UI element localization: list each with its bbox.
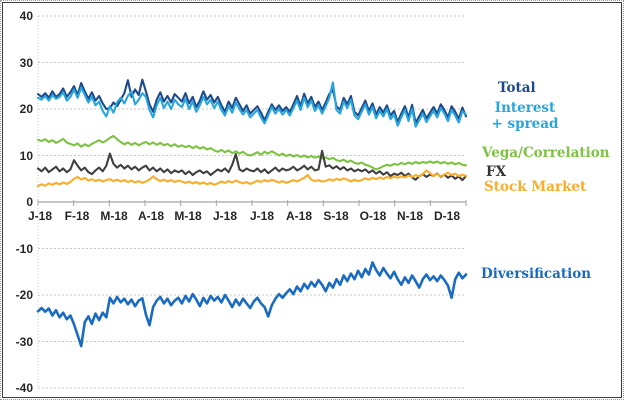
y-tick-label: 40 xyxy=(19,9,33,23)
series-line-vega-correlation xyxy=(36,134,468,171)
y-tick-label: 30 xyxy=(19,55,33,70)
x-tick-label: D-18 xyxy=(433,209,460,223)
legend-label-total: Total xyxy=(498,80,536,96)
x-tick-label: J-18 xyxy=(27,209,53,223)
legend-label-line: Interest xyxy=(494,100,556,116)
x-tick-label: S-18 xyxy=(323,209,349,223)
y-tick-label: -40 xyxy=(15,381,33,395)
series-line-fx xyxy=(36,149,468,182)
legend-label-line: Diversification xyxy=(481,266,592,282)
y-tick-label: 0 xyxy=(26,195,33,209)
y-tick-label: 10 xyxy=(19,148,33,163)
legend-label-line: FX xyxy=(486,164,507,180)
legend-label-stock-market: Stock Market xyxy=(484,179,586,195)
x-tick-label: M-18 xyxy=(100,209,128,223)
y-tick-label: -20 xyxy=(15,288,33,302)
x-tick-label: J-18 xyxy=(212,209,238,223)
x-tick-label: J-18 xyxy=(249,209,275,223)
legend-label-diversification: Diversification xyxy=(481,266,591,282)
x-tick-label: A-18 xyxy=(285,209,312,223)
series-line-stock-market xyxy=(36,169,468,188)
legend-label-line: Total xyxy=(498,80,536,96)
y-tick-label: -30 xyxy=(15,334,33,349)
x-tick-label: M-18 xyxy=(174,209,202,223)
y-tick-label: 20 xyxy=(19,102,33,116)
x-tick-label: F-18 xyxy=(64,209,90,223)
y-tick-label: -10 xyxy=(15,241,33,256)
legend-label-interest-spread: Interest + spread xyxy=(486,100,564,132)
legend-label-line: + spread xyxy=(491,116,559,132)
legend-label-fx: FX xyxy=(486,164,506,180)
x-tick-label: N-18 xyxy=(396,209,423,223)
legend-label-line: Vega/Correlation xyxy=(482,145,610,161)
legend-label-line: Stock Market xyxy=(484,179,587,195)
legend-label-vega-correlation: Vega/Correlation xyxy=(482,145,610,161)
x-tick-label: A-18 xyxy=(137,209,164,223)
series-line-diversification xyxy=(36,261,468,348)
x-tick-label: O-18 xyxy=(359,209,387,223)
series-line-interest-spread xyxy=(36,81,468,128)
